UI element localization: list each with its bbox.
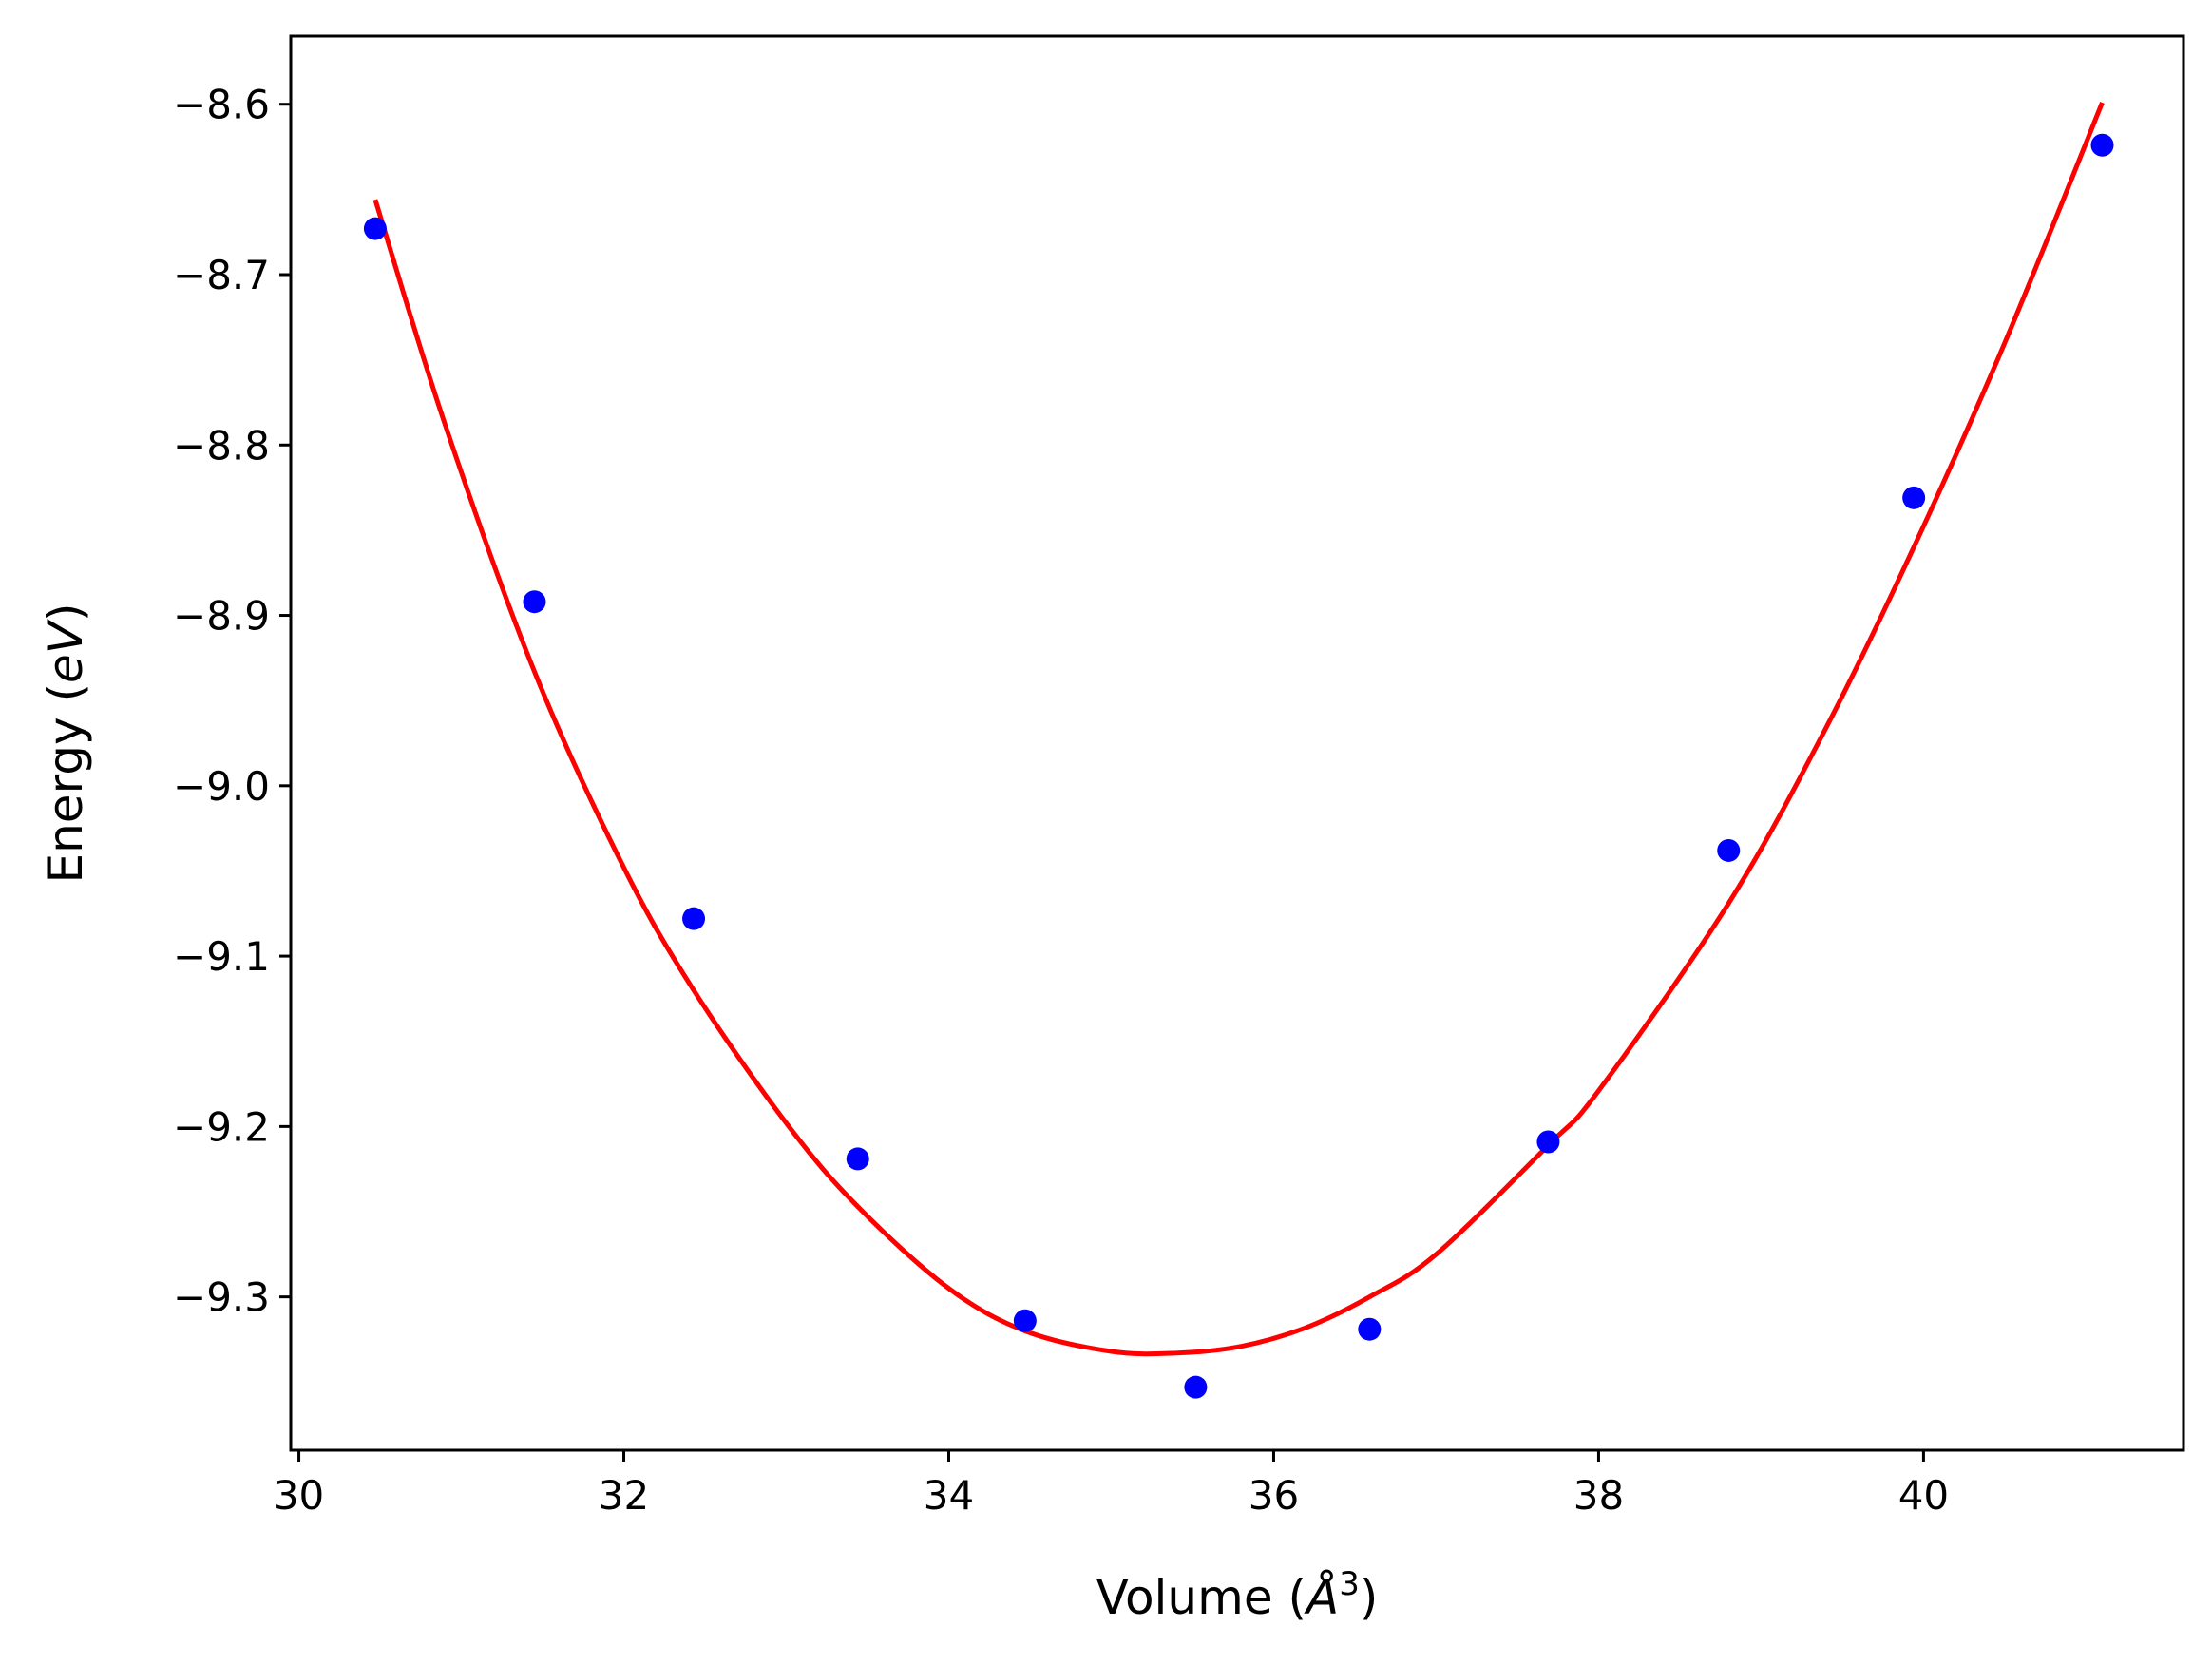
y-axis-label-unit: eV (38, 618, 93, 683)
data-point (1184, 1375, 1208, 1399)
x-tick-label: 40 (1898, 1472, 1949, 1519)
curve-layer (372, 101, 2105, 1357)
data-point (523, 590, 546, 614)
x-tick-label: 34 (924, 1472, 974, 1519)
points-layer (363, 133, 2114, 1399)
fit-curve-line (372, 101, 2105, 1357)
data-point (682, 907, 706, 930)
x-axis-label-unit: Å (1304, 1570, 1339, 1625)
y-tick-label: −9.3 (173, 1274, 270, 1321)
plot-area-frame (289, 34, 2185, 1452)
data-point (1358, 1317, 1382, 1341)
x-axis-label: Volume (Å3) (1096, 1565, 1379, 1625)
y-tick-label: −9.2 (173, 1103, 270, 1150)
y-tick-label: −8.6 (173, 82, 270, 128)
y-tick-label: −8.9 (173, 593, 270, 640)
x-tick-label: 32 (599, 1472, 649, 1519)
x-axis-label-exponent: 3 (1339, 1565, 1360, 1603)
y-tick-label: −8.7 (173, 252, 270, 298)
x-tick-label: 38 (1573, 1472, 1624, 1519)
data-point (2090, 133, 2114, 157)
data-point (1013, 1309, 1037, 1332)
data-point (1717, 838, 1741, 862)
y-axis-label: Energy (eV) (38, 603, 93, 884)
x-axis-label-close: ) (1360, 1570, 1379, 1625)
data-point (1902, 486, 1926, 509)
y-axis-label-close: ) (38, 603, 93, 622)
data-point (363, 217, 387, 240)
y-tick-label: −9.0 (173, 763, 270, 810)
y-tick-label: −9.1 (173, 933, 270, 980)
y-axis-label-main: Energy ( (38, 683, 93, 883)
x-tick-label: 30 (274, 1472, 324, 1519)
y-tick-label: −8.8 (173, 422, 270, 469)
x-axis-label-main: Volume ( (1096, 1570, 1306, 1625)
ticks-layer: 30 32 34 36 38 40 −8.6 −8.7 −8.8 −8.9 −9.0 −9.1 −9.2… (173, 82, 1949, 1519)
x-tick-label: 36 (1249, 1472, 1299, 1519)
data-point (1536, 1130, 1560, 1154)
data-point (846, 1147, 869, 1171)
